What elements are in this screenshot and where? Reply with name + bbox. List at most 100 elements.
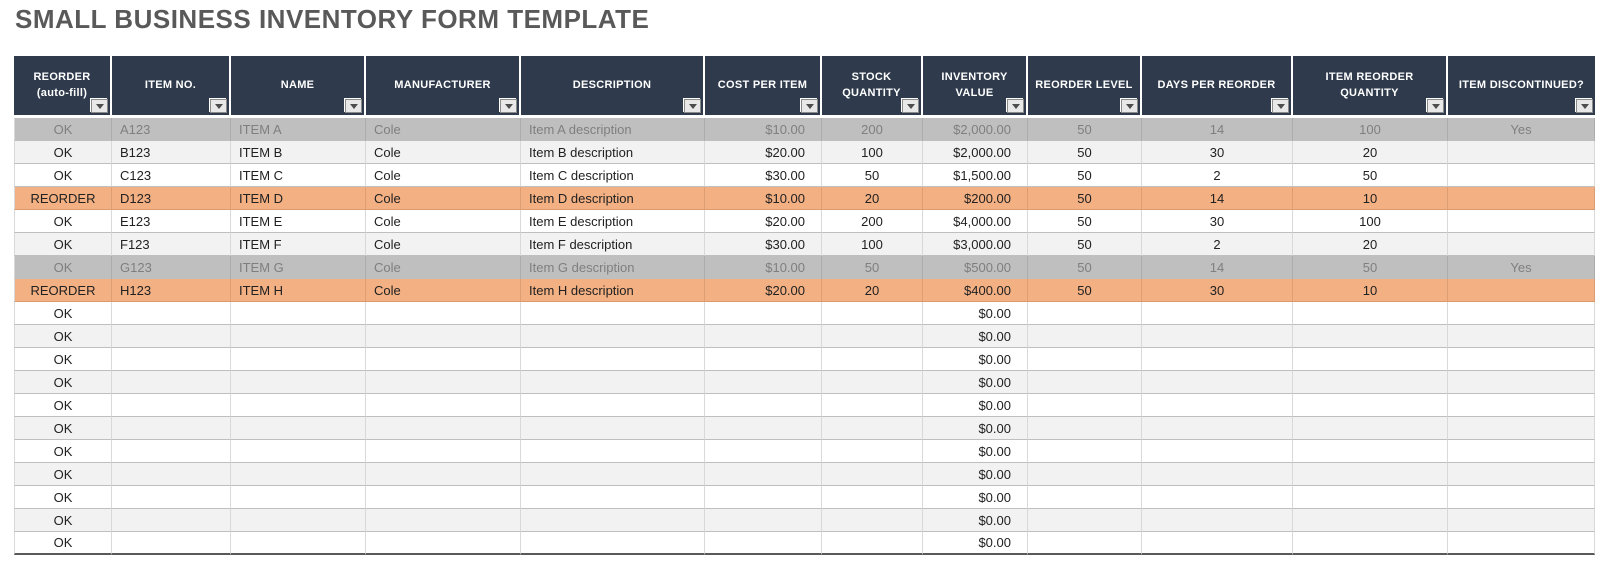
cell-inventory_value[interactable]: $0.00 xyxy=(923,325,1028,348)
cell-item_reorder_quantity[interactable] xyxy=(1293,394,1448,417)
cell-description[interactable]: Item F description xyxy=(521,233,705,256)
cell-item_no[interactable] xyxy=(112,486,231,509)
cell-item_discontinued[interactable] xyxy=(1448,348,1595,371)
filter-dropdown-icon[interactable] xyxy=(1121,99,1138,113)
cell-description[interactable]: Item H description xyxy=(521,279,705,302)
filter-dropdown-icon[interactable] xyxy=(801,99,818,113)
cell-item_no[interactable]: B123 xyxy=(112,141,231,164)
cell-item_no[interactable] xyxy=(112,394,231,417)
cell-item_reorder_quantity[interactable] xyxy=(1293,325,1448,348)
cell-days_per_reorder[interactable]: 30 xyxy=(1142,279,1293,302)
cell-description[interactable]: Item G description xyxy=(521,256,705,279)
cell-days_per_reorder[interactable]: 30 xyxy=(1142,210,1293,233)
cell-name[interactable]: ITEM B xyxy=(231,141,366,164)
cell-reorder[interactable]: OK xyxy=(14,463,112,486)
cell-days_per_reorder[interactable]: 14 xyxy=(1142,256,1293,279)
cell-cost_per_item[interactable] xyxy=(705,325,822,348)
cell-manufacturer[interactable] xyxy=(366,486,521,509)
filter-dropdown-icon[interactable] xyxy=(1427,99,1444,113)
cell-cost_per_item[interactable]: $20.00 xyxy=(705,210,822,233)
cell-manufacturer[interactable] xyxy=(366,532,521,555)
cell-item_discontinued[interactable] xyxy=(1448,302,1595,325)
cell-days_per_reorder[interactable]: 30 xyxy=(1142,141,1293,164)
cell-reorder_level[interactable] xyxy=(1028,486,1142,509)
cell-reorder[interactable]: REORDER xyxy=(14,279,112,302)
cell-description[interactable]: Item D description xyxy=(521,187,705,210)
cell-reorder_level[interactable]: 50 xyxy=(1028,118,1142,141)
filter-dropdown-icon[interactable] xyxy=(210,99,227,113)
cell-inventory_value[interactable]: $4,000.00 xyxy=(923,210,1028,233)
filter-dropdown-icon[interactable] xyxy=(1007,99,1024,113)
cell-manufacturer[interactable] xyxy=(366,325,521,348)
cell-inventory_value[interactable]: $2,000.00 xyxy=(923,118,1028,141)
cell-days_per_reorder[interactable] xyxy=(1142,509,1293,532)
cell-manufacturer[interactable]: Cole xyxy=(366,233,521,256)
cell-item_reorder_quantity[interactable] xyxy=(1293,417,1448,440)
cell-item_discontinued[interactable] xyxy=(1448,233,1595,256)
cell-name[interactable]: ITEM E xyxy=(231,210,366,233)
cell-reorder_level[interactable] xyxy=(1028,532,1142,555)
filter-dropdown-icon[interactable] xyxy=(1576,99,1593,113)
cell-days_per_reorder[interactable] xyxy=(1142,440,1293,463)
cell-name[interactable]: ITEM A xyxy=(231,118,366,141)
cell-cost_per_item[interactable] xyxy=(705,486,822,509)
cell-item_discontinued[interactable] xyxy=(1448,164,1595,187)
cell-item_no[interactable]: C123 xyxy=(112,164,231,187)
cell-cost_per_item[interactable] xyxy=(705,509,822,532)
cell-item_no[interactable] xyxy=(112,325,231,348)
cell-days_per_reorder[interactable]: 2 xyxy=(1142,233,1293,256)
cell-reorder_level[interactable] xyxy=(1028,302,1142,325)
filter-dropdown-icon[interactable] xyxy=(1272,99,1289,113)
cell-stock_quantity[interactable] xyxy=(822,532,923,555)
cell-description[interactable]: Item B description xyxy=(521,141,705,164)
cell-name[interactable]: ITEM G xyxy=(231,256,366,279)
cell-days_per_reorder[interactable] xyxy=(1142,325,1293,348)
cell-item_reorder_quantity[interactable]: 20 xyxy=(1293,141,1448,164)
cell-item_reorder_quantity[interactable]: 100 xyxy=(1293,210,1448,233)
cell-stock_quantity[interactable]: 50 xyxy=(822,256,923,279)
cell-inventory_value[interactable]: $0.00 xyxy=(923,486,1028,509)
cell-name[interactable] xyxy=(231,463,366,486)
cell-reorder_level[interactable]: 50 xyxy=(1028,210,1142,233)
cell-name[interactable] xyxy=(231,509,366,532)
cell-name[interactable] xyxy=(231,302,366,325)
cell-reorder[interactable]: OK xyxy=(14,394,112,417)
cell-days_per_reorder[interactable]: 2 xyxy=(1142,164,1293,187)
cell-days_per_reorder[interactable]: 14 xyxy=(1142,187,1293,210)
cell-item_discontinued[interactable] xyxy=(1448,187,1595,210)
cell-stock_quantity[interactable]: 100 xyxy=(822,233,923,256)
cell-manufacturer[interactable]: Cole xyxy=(366,256,521,279)
cell-stock_quantity[interactable] xyxy=(822,486,923,509)
cell-days_per_reorder[interactable] xyxy=(1142,417,1293,440)
cell-stock_quantity[interactable] xyxy=(822,417,923,440)
cell-item_reorder_quantity[interactable]: 50 xyxy=(1293,256,1448,279)
cell-description[interactable] xyxy=(521,394,705,417)
cell-reorder_level[interactable] xyxy=(1028,440,1142,463)
cell-item_no[interactable]: D123 xyxy=(112,187,231,210)
cell-item_no[interactable]: F123 xyxy=(112,233,231,256)
cell-description[interactable] xyxy=(521,440,705,463)
cell-item_no[interactable] xyxy=(112,440,231,463)
cell-reorder[interactable]: OK xyxy=(14,532,112,555)
cell-stock_quantity[interactable] xyxy=(822,371,923,394)
cell-manufacturer[interactable] xyxy=(366,509,521,532)
cell-stock_quantity[interactable] xyxy=(822,463,923,486)
cell-inventory_value[interactable]: $3,000.00 xyxy=(923,233,1028,256)
cell-inventory_value[interactable]: $0.00 xyxy=(923,440,1028,463)
cell-manufacturer[interactable]: Cole xyxy=(366,164,521,187)
cell-inventory_value[interactable]: $0.00 xyxy=(923,532,1028,555)
cell-item_reorder_quantity[interactable]: 10 xyxy=(1293,187,1448,210)
cell-reorder_level[interactable] xyxy=(1028,394,1142,417)
cell-item_no[interactable]: G123 xyxy=(112,256,231,279)
cell-reorder[interactable]: OK xyxy=(14,325,112,348)
cell-reorder[interactable]: OK xyxy=(14,371,112,394)
cell-stock_quantity[interactable] xyxy=(822,440,923,463)
cell-name[interactable] xyxy=(231,371,366,394)
cell-name[interactable] xyxy=(231,486,366,509)
cell-name[interactable]: ITEM H xyxy=(231,279,366,302)
cell-inventory_value[interactable]: $500.00 xyxy=(923,256,1028,279)
cell-name[interactable]: ITEM D xyxy=(231,187,366,210)
cell-cost_per_item[interactable] xyxy=(705,348,822,371)
cell-item_reorder_quantity[interactable]: 50 xyxy=(1293,164,1448,187)
cell-description[interactable] xyxy=(521,509,705,532)
